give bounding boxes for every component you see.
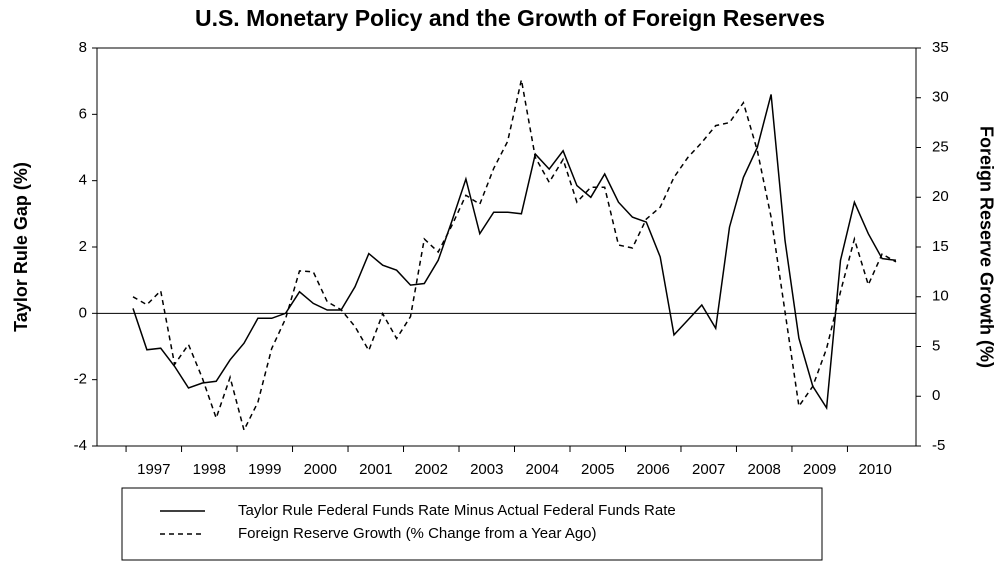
x-tick-label: 1998 (193, 461, 226, 478)
y2-tick-label: 35 (932, 39, 949, 56)
x-tick-label: 2000 (304, 461, 337, 478)
y2-tick-label: 5 (932, 337, 940, 354)
chart-title: U.S. Monetary Policy and the Growth of F… (195, 5, 825, 31)
plot-frame (96, 47, 917, 447)
x-tick-label: 2008 (748, 461, 781, 478)
y-tick-label: -2 (74, 371, 87, 388)
x-tick-label: 2010 (859, 461, 892, 478)
y-tick-label: 4 (79, 172, 87, 189)
y2-axis-label: Foreign Reserve Growth (%) (976, 126, 996, 368)
y2-tick-label: 25 (932, 138, 949, 155)
y2-tick-label: 10 (932, 288, 949, 305)
x-tick-label: 2001 (359, 461, 392, 478)
y-axis-label: Taylor Rule Gap (%) (11, 162, 31, 332)
y2-tick-label: 30 (932, 89, 949, 106)
y2-tick-label: 20 (932, 188, 949, 205)
series-line (132, 94, 897, 411)
x-tick-label: 2002 (415, 461, 448, 478)
x-tick-label: 2006 (637, 461, 670, 478)
y2-tick-label: 0 (932, 387, 940, 404)
x-tick-label: 1997 (137, 461, 170, 478)
x-tick-label: 2003 (470, 461, 503, 478)
legend-box (121, 487, 823, 561)
legend-label: Foreign Reserve Growth (% Change from a … (238, 525, 597, 542)
x-tick-label: 2004 (526, 461, 559, 478)
x-tick-label: 2007 (692, 461, 725, 478)
y-tick-label: -4 (74, 437, 87, 454)
series-line (132, 79, 897, 433)
y-tick-label: 8 (79, 39, 87, 56)
y-tick-label: 6 (79, 105, 87, 122)
x-tick-label: 2005 (581, 461, 614, 478)
y-tick-label: 2 (79, 238, 87, 255)
x-tick-label: 1999 (248, 461, 281, 478)
y2-tick-label: 15 (932, 238, 949, 255)
y-tick-label: 0 (79, 304, 87, 321)
y2-tick-label: -5 (932, 437, 945, 454)
x-tick-label: 2009 (803, 461, 836, 478)
legend-label: Taylor Rule Federal Funds Rate Minus Act… (238, 502, 676, 519)
